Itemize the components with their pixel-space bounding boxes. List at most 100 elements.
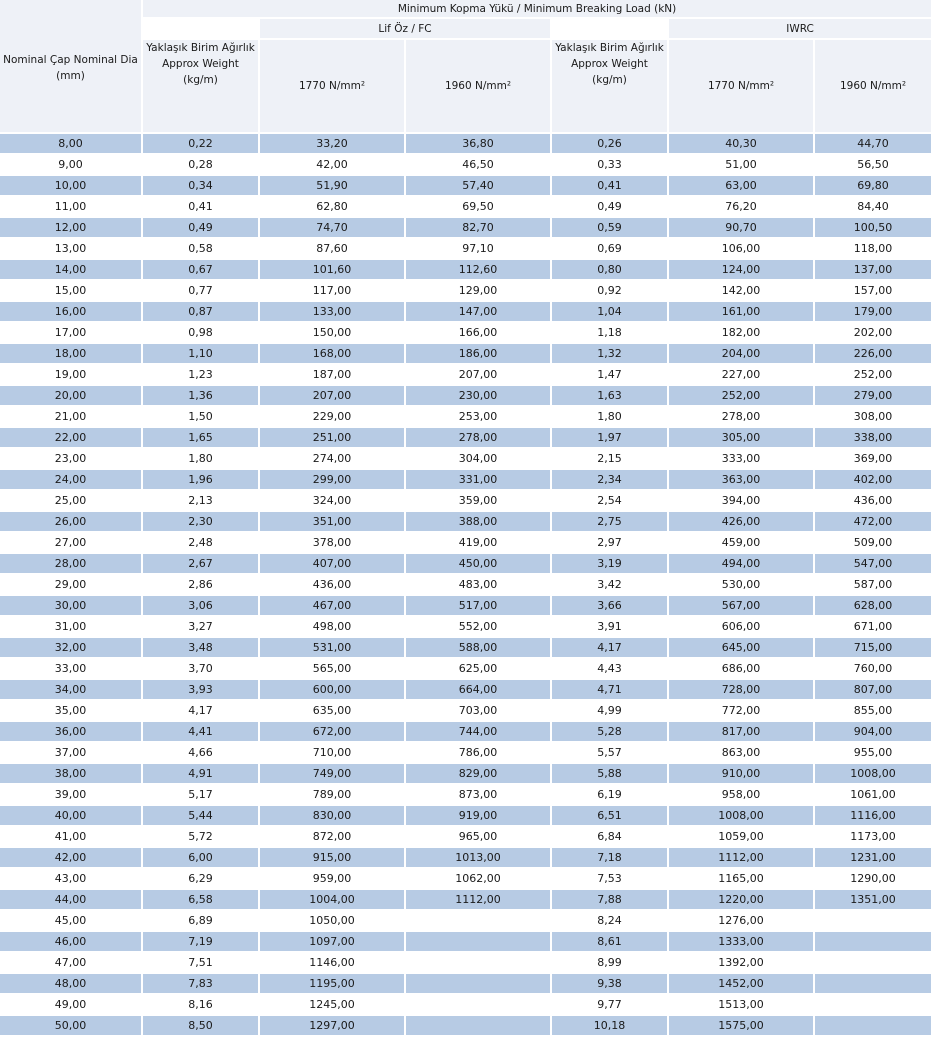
- iwrc-1960-cell: 338,00: [814, 427, 931, 449]
- nominal-dia-cell: 19,00: [0, 364, 143, 386]
- fc-1770-cell: 565,00: [259, 658, 406, 680]
- iwrc-1770-cell: 278,00: [668, 406, 815, 428]
- fc-weight-cell: 2,48: [142, 532, 260, 554]
- iwrc-weight-cell: 6,51: [551, 805, 669, 827]
- fc-1770-cell: 749,00: [259, 763, 406, 785]
- iwrc-1770-cell: 51,00: [668, 154, 815, 176]
- fc-1770-cell: 299,00: [259, 469, 406, 491]
- fc-1770-cell: 407,00: [259, 553, 406, 575]
- fc-1960-cell: [405, 1015, 552, 1037]
- fc-1960-cell: 36,80: [405, 133, 552, 155]
- fc-1960-cell: 82,70: [405, 217, 552, 239]
- table-row: 47,00 7,51 1146,00 8,99 1392,00: [0, 952, 931, 974]
- table-row: 40,00 5,44 830,00 919,00 6,51 1008,00 1116,00: [0, 805, 931, 827]
- iwrc-weight-cell: 1,97: [551, 427, 669, 449]
- fc-weight-cell: 4,17: [142, 700, 260, 722]
- iwrc-weight-cell: 0,49: [551, 196, 669, 218]
- table-row: 43,00 6,29 959,00 1062,00 7,53 1165,00 1290,00: [0, 868, 931, 890]
- table-row: 41,00 5,72 872,00 965,00 6,84 1059,00 1173,00: [0, 826, 931, 848]
- fc-1770-cell: 498,00: [259, 616, 406, 638]
- fc-1770-cell: 467,00: [259, 595, 406, 617]
- fc-1770-cell: 42,00: [259, 154, 406, 176]
- iwrc-weight-cell: 6,84: [551, 826, 669, 848]
- fc-weight-cell: 8,16: [142, 994, 260, 1016]
- fc-1770-cell: 1097,00: [259, 931, 406, 953]
- iwrc-1770-cell: 686,00: [668, 658, 815, 680]
- table-row: 23,00 1,80 274,00 304,00 2,15 333,00 369,00: [0, 448, 931, 470]
- iwrc-1770-cell: 1165,00: [668, 868, 815, 890]
- nominal-dia-cell: 17,00: [0, 322, 143, 344]
- iwrc-weight-cell: 5,28: [551, 721, 669, 743]
- fc-weight-cell: 1,80: [142, 448, 260, 470]
- table-row: 32,00 3,48 531,00 588,00 4,17 645,00 715,00: [0, 637, 931, 659]
- table-row: 29,00 2,86 436,00 483,00 3,42 530,00 587,00: [0, 574, 931, 596]
- iwrc-1770-cell: 863,00: [668, 742, 815, 764]
- nominal-dia-cell: 33,00: [0, 658, 143, 680]
- iwrc-weight-cell: 5,88: [551, 763, 669, 785]
- fc-weight-cell: 2,67: [142, 553, 260, 575]
- fc-1770-cell: 1004,00: [259, 889, 406, 911]
- table-row: 42,00 6,00 915,00 1013,00 7,18 1112,00 1231,00: [0, 847, 931, 869]
- nominal-dia-cell: 39,00: [0, 784, 143, 806]
- fc-1960-cell: 207,00: [405, 364, 552, 386]
- iwrc-1960-cell: 84,40: [814, 196, 931, 218]
- iwrc-1770-cell: 645,00: [668, 637, 815, 659]
- fc-1960-cell: 166,00: [405, 322, 552, 344]
- iwrc-1960-cell: 1231,00: [814, 847, 931, 869]
- table-row: 31,00 3,27 498,00 552,00 3,91 606,00 671,00: [0, 616, 931, 638]
- iwrc-1770-cell: 161,00: [668, 301, 815, 323]
- fc-1770-cell: 872,00: [259, 826, 406, 848]
- table-row: 33,00 3,70 565,00 625,00 4,43 686,00 760,00: [0, 658, 931, 680]
- iwrc-1770-cell: 142,00: [668, 280, 815, 302]
- fc-weight-cell: 3,27: [142, 616, 260, 638]
- fc-weight-cell: 0,67: [142, 259, 260, 281]
- iwrc-1960-cell: [814, 973, 931, 995]
- iwrc-1960-cell: [814, 994, 931, 1016]
- fc-weight-cell: 6,58: [142, 889, 260, 911]
- nominal-dia-cell: 36,00: [0, 721, 143, 743]
- fc-1770-cell: 436,00: [259, 574, 406, 596]
- fc-weight-cell: 1,36: [142, 385, 260, 407]
- nominal-dia-cell: 34,00: [0, 679, 143, 701]
- fc-1960-cell: 278,00: [405, 427, 552, 449]
- iwrc-weight-cell: 3,91: [551, 616, 669, 638]
- fc-1960-cell: 388,00: [405, 511, 552, 533]
- iwrc-1770-cell: 124,00: [668, 259, 815, 281]
- iwrc-weight-cell: 3,42: [551, 574, 669, 596]
- fc-1960-cell: 517,00: [405, 595, 552, 617]
- iwrc-1960-cell: 1116,00: [814, 805, 931, 827]
- fc-1960-cell: 112,60: [405, 259, 552, 281]
- iwrc-1770-cell: 494,00: [668, 553, 815, 575]
- nominal-dia-cell: 28,00: [0, 553, 143, 575]
- fc-1770-cell: 672,00: [259, 721, 406, 743]
- nominal-dia-cell: 35,00: [0, 700, 143, 722]
- table-row: 14,00 0,67 101,60 112,60 0,80 124,00 137,00: [0, 259, 931, 281]
- fc-1960-cell: 304,00: [405, 448, 552, 470]
- iwrc-weight-cell: 3,66: [551, 595, 669, 617]
- fc-1770-cell: 33,20: [259, 133, 406, 155]
- iwrc-weight-cell: 6,19: [551, 784, 669, 806]
- fc-weight-cell: 6,89: [142, 910, 260, 932]
- fc-1770-cell: 1050,00: [259, 910, 406, 932]
- table-row: 19,00 1,23 187,00 207,00 1,47 227,00 252,00: [0, 364, 931, 386]
- fc-weight-cell: 1,96: [142, 469, 260, 491]
- nominal-dia-cell: 42,00: [0, 847, 143, 869]
- iwrc-weight-cell: 0,80: [551, 259, 669, 281]
- iwrc-1770-cell: 394,00: [668, 490, 815, 512]
- fc-weight-cell: 0,49: [142, 217, 260, 239]
- iwrc-weight-cell: 0,41: [551, 175, 669, 197]
- fc-1770-cell: 324,00: [259, 490, 406, 512]
- table-row: 38,00 4,91 749,00 829,00 5,88 910,00 1008,00: [0, 763, 931, 785]
- iwrc-1960-cell: 402,00: [814, 469, 931, 491]
- iwrc-1960-cell: 1061,00: [814, 784, 931, 806]
- iwrc-1960-cell: 472,00: [814, 511, 931, 533]
- iwrc-1960-cell: 436,00: [814, 490, 931, 512]
- fc-weight-cell: 8,50: [142, 1015, 260, 1037]
- iwrc-1960-cell: [814, 931, 931, 953]
- nominal-dia-cell: 22,00: [0, 427, 143, 449]
- fc-weight-header: Yaklaşık Birim Ağırlık Approx Weight (kg…: [142, 39, 260, 134]
- iwrc-1960-cell: 202,00: [814, 322, 931, 344]
- table-row: 9,00 0,28 42,00 46,50 0,33 51,00 56,50: [0, 154, 931, 176]
- nominal-dia-cell: 47,00: [0, 952, 143, 974]
